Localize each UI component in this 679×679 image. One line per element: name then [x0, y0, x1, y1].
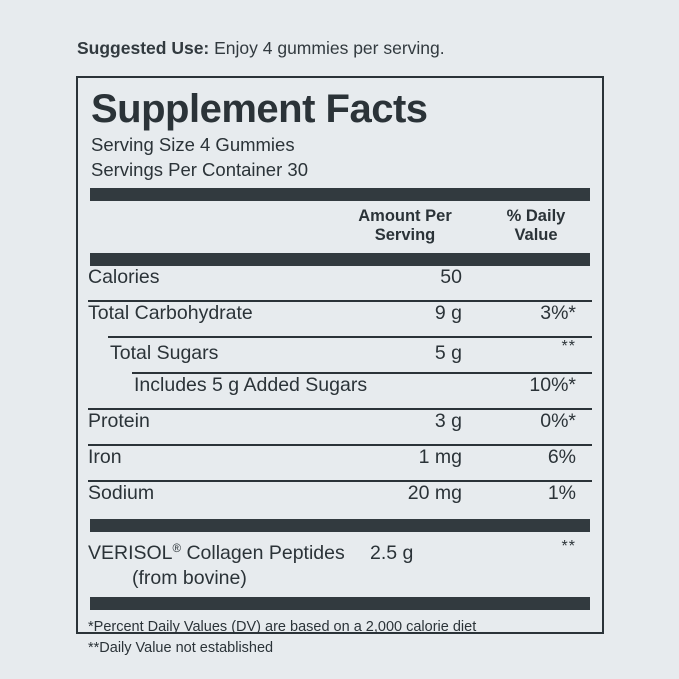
nutrient-amount: 3 g: [434, 410, 462, 432]
nutrient-name: Total Sugars: [110, 342, 219, 364]
nutrient-row: Sodium 20 mg 1%: [88, 482, 592, 516]
nutrient-row: Total Carbohydrate 9 g 3%*: [88, 302, 592, 336]
servings-per-container: Servings Per Container 30: [91, 159, 308, 180]
ingredient-dv-stars: **: [561, 538, 576, 555]
nutrient-name: Total Carbohydrate: [88, 302, 253, 324]
nutrient-row: Iron 1 mg 6%: [88, 446, 592, 480]
suggested-use-line: Suggested Use: Enjoy 4 gummies per servi…: [77, 36, 445, 60]
row-divider: [88, 444, 592, 446]
row-divider: [108, 336, 592, 338]
nutrient-rows: Calories 50 Total Carbohydrate 9 g 3%* Total …: [88, 266, 592, 516]
nutrient-name: Protein: [88, 410, 150, 432]
ingredient-daily-value: **: [480, 538, 592, 565]
nutrient-daily-value: 1%: [547, 482, 576, 504]
nutrient-row: Protein 3 g 0%*: [88, 410, 592, 444]
row-divider: [132, 372, 592, 374]
suggested-use-text: Enjoy 4 gummies per serving.: [209, 38, 445, 58]
nutrient-row: Total Sugars 5 g **: [88, 338, 592, 372]
column-header-amount-per-serving: Amount Per Serving: [330, 207, 480, 245]
nutrient-name: Sodium: [88, 482, 155, 504]
nutrient-name: Calories: [88, 266, 160, 288]
registered-trademark-icon: ®: [172, 543, 182, 555]
row-divider: [88, 300, 592, 302]
dv-header-line1: % Daily: [506, 207, 566, 225]
nutrient-row: Calories 50: [88, 266, 592, 300]
ingredient-subtext: (from bovine): [132, 567, 247, 589]
column-header-daily-value: % Daily Value: [480, 207, 592, 245]
amount-header-line1: Amount Per: [358, 207, 452, 225]
nutrient-daily-value: 6%: [547, 446, 576, 468]
nutrient-amount: 1 mg: [418, 446, 462, 468]
column-headers: Amount Per Serving % Daily Value: [88, 201, 592, 250]
footnote: **Daily Value not established: [88, 640, 274, 656]
panel-title: Supplement Facts: [91, 87, 428, 131]
separator-bar-ingredient: [90, 519, 590, 532]
supplement-facts-panel: Supplement Facts Serving Size 4 Gummies …: [76, 76, 604, 656]
nutrient-daily-value: 10%*: [529, 374, 576, 396]
separator-bar-top: [90, 188, 590, 201]
row-divider: [88, 480, 592, 482]
nutrient-dv-stars: **: [561, 338, 576, 355]
footnotes: *Percent Daily Values (DV) are based on …: [88, 610, 592, 659]
nutrient-name: Iron: [88, 446, 122, 468]
serving-size: Serving Size 4 Gummies: [91, 134, 295, 155]
suggested-use-label: Suggested Use:: [77, 38, 210, 58]
ingredient-name-pre: VERISOL: [88, 542, 173, 564]
amount-header-line2: Serving: [374, 226, 436, 244]
nutrient-daily-value: **: [480, 338, 592, 365]
nutrient-name: Includes 5 g Added Sugars: [134, 374, 368, 396]
nutrient-amount: 50: [440, 266, 462, 288]
nutrient-amount: 9 g: [434, 302, 462, 324]
nutrient-amount: 5 g: [434, 342, 462, 364]
nutrient-daily-value: 3%*: [540, 302, 576, 324]
ingredient-row-verisol: VERISOL® Collagen Peptides 2.5 g **: [88, 532, 592, 565]
dv-header-line2: Value: [514, 226, 558, 244]
nutrient-amount: 20 mg: [407, 482, 462, 504]
footnote: *Percent Daily Values (DV) are based on …: [88, 619, 477, 635]
ingredient-name-post: Collagen Peptides: [181, 542, 345, 564]
separator-bar-headers: [90, 253, 590, 266]
nutrient-row: Includes 5 g Added Sugars 10%*: [88, 374, 592, 408]
ingredient-amount: 2.5 g: [370, 542, 414, 564]
nutrient-daily-value: 0%*: [540, 410, 576, 432]
row-divider: [88, 408, 592, 410]
ingredient-name: VERISOL® Collagen Peptides: [88, 542, 370, 565]
separator-bar-footnotes: [90, 597, 590, 610]
